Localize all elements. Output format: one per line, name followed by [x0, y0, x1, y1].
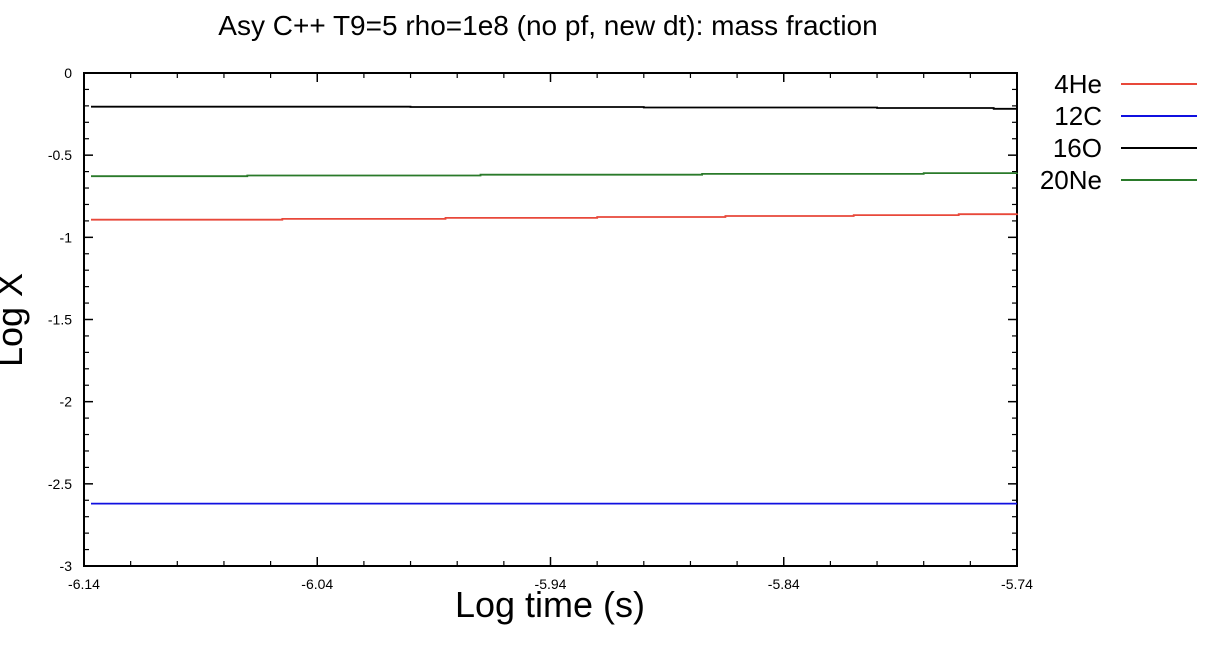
y-tick-label: -3 — [60, 558, 73, 574]
y-tick-label: -0.5 — [48, 147, 72, 163]
x-tick-label: -6.14 — [68, 576, 100, 592]
x-tick-label: -5.94 — [535, 576, 567, 592]
axis-tick-labels: -6.14 -6.04 -5.94 -5.84 -5.74 0 -0.5 -1 -1.5 -2 -2… — [48, 65, 1033, 592]
y-tick-label: -2 — [60, 394, 73, 410]
y-tick-label: -2.5 — [48, 476, 72, 492]
x-tick-label: -5.84 — [768, 576, 800, 592]
chart-title: Asy C++ T9=5 rho=1e8 (no pf, new dt): ma… — [218, 10, 877, 41]
legend-label-20ne: 20Ne — [1040, 165, 1102, 195]
series-line-20ne — [91, 172, 1018, 178]
legend-label-12c: 12C — [1054, 101, 1102, 131]
x-axis-label: Log time (s) — [455, 584, 645, 625]
series-line-4he — [91, 213, 1018, 221]
y-tick-label: 0 — [64, 65, 72, 81]
legend-label-16o: 16O — [1053, 133, 1102, 163]
plot-frame — [83, 72, 1018, 567]
legend-label-4he: 4He — [1054, 69, 1102, 99]
y-axis-label: Log X — [0, 273, 30, 367]
axis-ticks — [83, 72, 1018, 567]
y-tick-label: -1.5 — [48, 312, 72, 328]
y-tick-label: -1 — [60, 229, 73, 245]
x-tick-label: -6.04 — [301, 576, 333, 592]
x-tick-label: -5.74 — [1001, 576, 1033, 592]
plot-area — [83, 72, 1018, 567]
series-lines — [91, 105, 1018, 505]
series-line-16o — [91, 105, 1017, 110]
